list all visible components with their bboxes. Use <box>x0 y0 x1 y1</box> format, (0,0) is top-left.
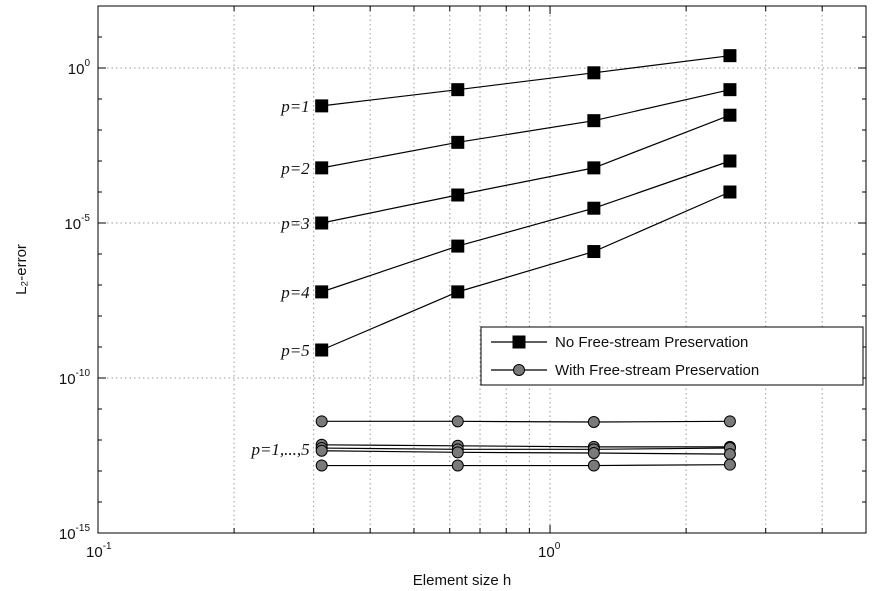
series-label: p=2 <box>280 159 310 178</box>
x-tick-label: 10-1 <box>86 541 112 561</box>
fsp-series <box>315 458 736 472</box>
data-point-square <box>315 161 329 175</box>
data-point-square <box>587 66 601 80</box>
data-point-square <box>451 188 465 202</box>
series-line <box>321 160 731 293</box>
x-axis-label: Element size h <box>413 572 511 589</box>
data-point-circle <box>451 459 464 472</box>
data-point-square <box>451 285 465 299</box>
data-point-square <box>451 239 465 253</box>
series-label: p=3 <box>280 214 309 233</box>
series-line <box>321 191 731 351</box>
data-point-square <box>451 135 465 149</box>
no-fsp-series <box>315 185 737 357</box>
legend-marker-circle <box>513 364 525 376</box>
data-point-circle <box>315 415 328 428</box>
no-fsp-series <box>315 49 737 113</box>
data-point-square <box>723 49 737 63</box>
series-line <box>321 114 731 224</box>
data-point-circle <box>451 415 464 428</box>
no-fsp-series <box>315 83 737 175</box>
grid <box>98 6 866 533</box>
series-label: p=4 <box>280 283 310 302</box>
y-axis-label: L₂-error <box>13 244 30 295</box>
series-line <box>321 89 731 169</box>
series-line <box>321 444 730 448</box>
series-line <box>321 447 730 450</box>
y-tick-label: 10-5 <box>64 213 90 233</box>
data-point-square <box>451 83 465 97</box>
series-label: p=1 <box>280 97 309 116</box>
fsp-series <box>315 444 736 461</box>
series-label: p=5 <box>280 341 309 360</box>
legend-label: No Free-stream Preservation <box>555 334 748 351</box>
plot-frame <box>97 5 867 534</box>
data-point-circle <box>587 459 600 472</box>
data-point-circle <box>723 415 736 428</box>
series-line <box>321 464 730 467</box>
legend-label: With Free-stream Preservation <box>555 362 759 379</box>
data-point-square <box>315 285 329 299</box>
data-point-square <box>723 154 737 168</box>
data-point-square <box>587 161 601 175</box>
data-point-circle <box>451 446 464 459</box>
legend-marker-square <box>512 335 526 349</box>
series-line <box>321 420 730 423</box>
series-line <box>321 450 730 455</box>
data-point-square <box>587 245 601 259</box>
y-tick-label: 10-15 <box>59 523 91 543</box>
data-point-square <box>315 216 329 230</box>
y-tick-label: 100 <box>68 58 91 78</box>
data-point-square <box>723 83 737 97</box>
data-point-square <box>723 185 737 199</box>
fsp-series <box>315 415 736 429</box>
data-point-circle <box>587 447 600 460</box>
data-point-circle <box>723 448 736 461</box>
series-line <box>321 55 730 107</box>
legend-box <box>480 326 864 386</box>
fsp-series-label: p=1,...,5 <box>250 440 309 459</box>
data-point-square <box>587 114 601 128</box>
data-point-square <box>723 108 737 122</box>
x-tick-label: 100 <box>538 541 561 561</box>
data-point-circle <box>587 416 600 429</box>
data-point-square <box>587 201 601 215</box>
legend: No Free-stream Preservation With Free-str… <box>480 326 864 386</box>
y-tick-label: 10-10 <box>59 368 91 388</box>
data-point-circle <box>315 459 328 472</box>
axis-ticks <box>97 5 867 534</box>
no-fsp-series <box>315 154 737 299</box>
no-fsp-series <box>315 108 737 230</box>
data-point-circle <box>723 458 736 471</box>
data-point-circle <box>315 444 328 457</box>
data-point-square <box>315 99 329 113</box>
fsp-series <box>315 438 736 453</box>
data-point-square <box>315 343 329 357</box>
